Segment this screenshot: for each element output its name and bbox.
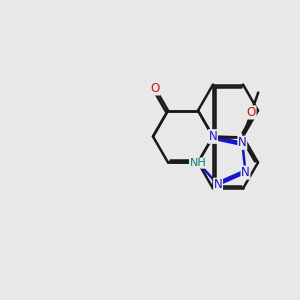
Text: N: N: [241, 166, 250, 179]
Text: N: N: [214, 178, 222, 191]
Text: N: N: [238, 136, 247, 149]
Text: O: O: [151, 82, 160, 95]
Text: N: N: [208, 130, 217, 143]
Text: N: N: [208, 130, 217, 143]
Text: O: O: [247, 106, 256, 119]
Text: NH: NH: [190, 158, 206, 168]
